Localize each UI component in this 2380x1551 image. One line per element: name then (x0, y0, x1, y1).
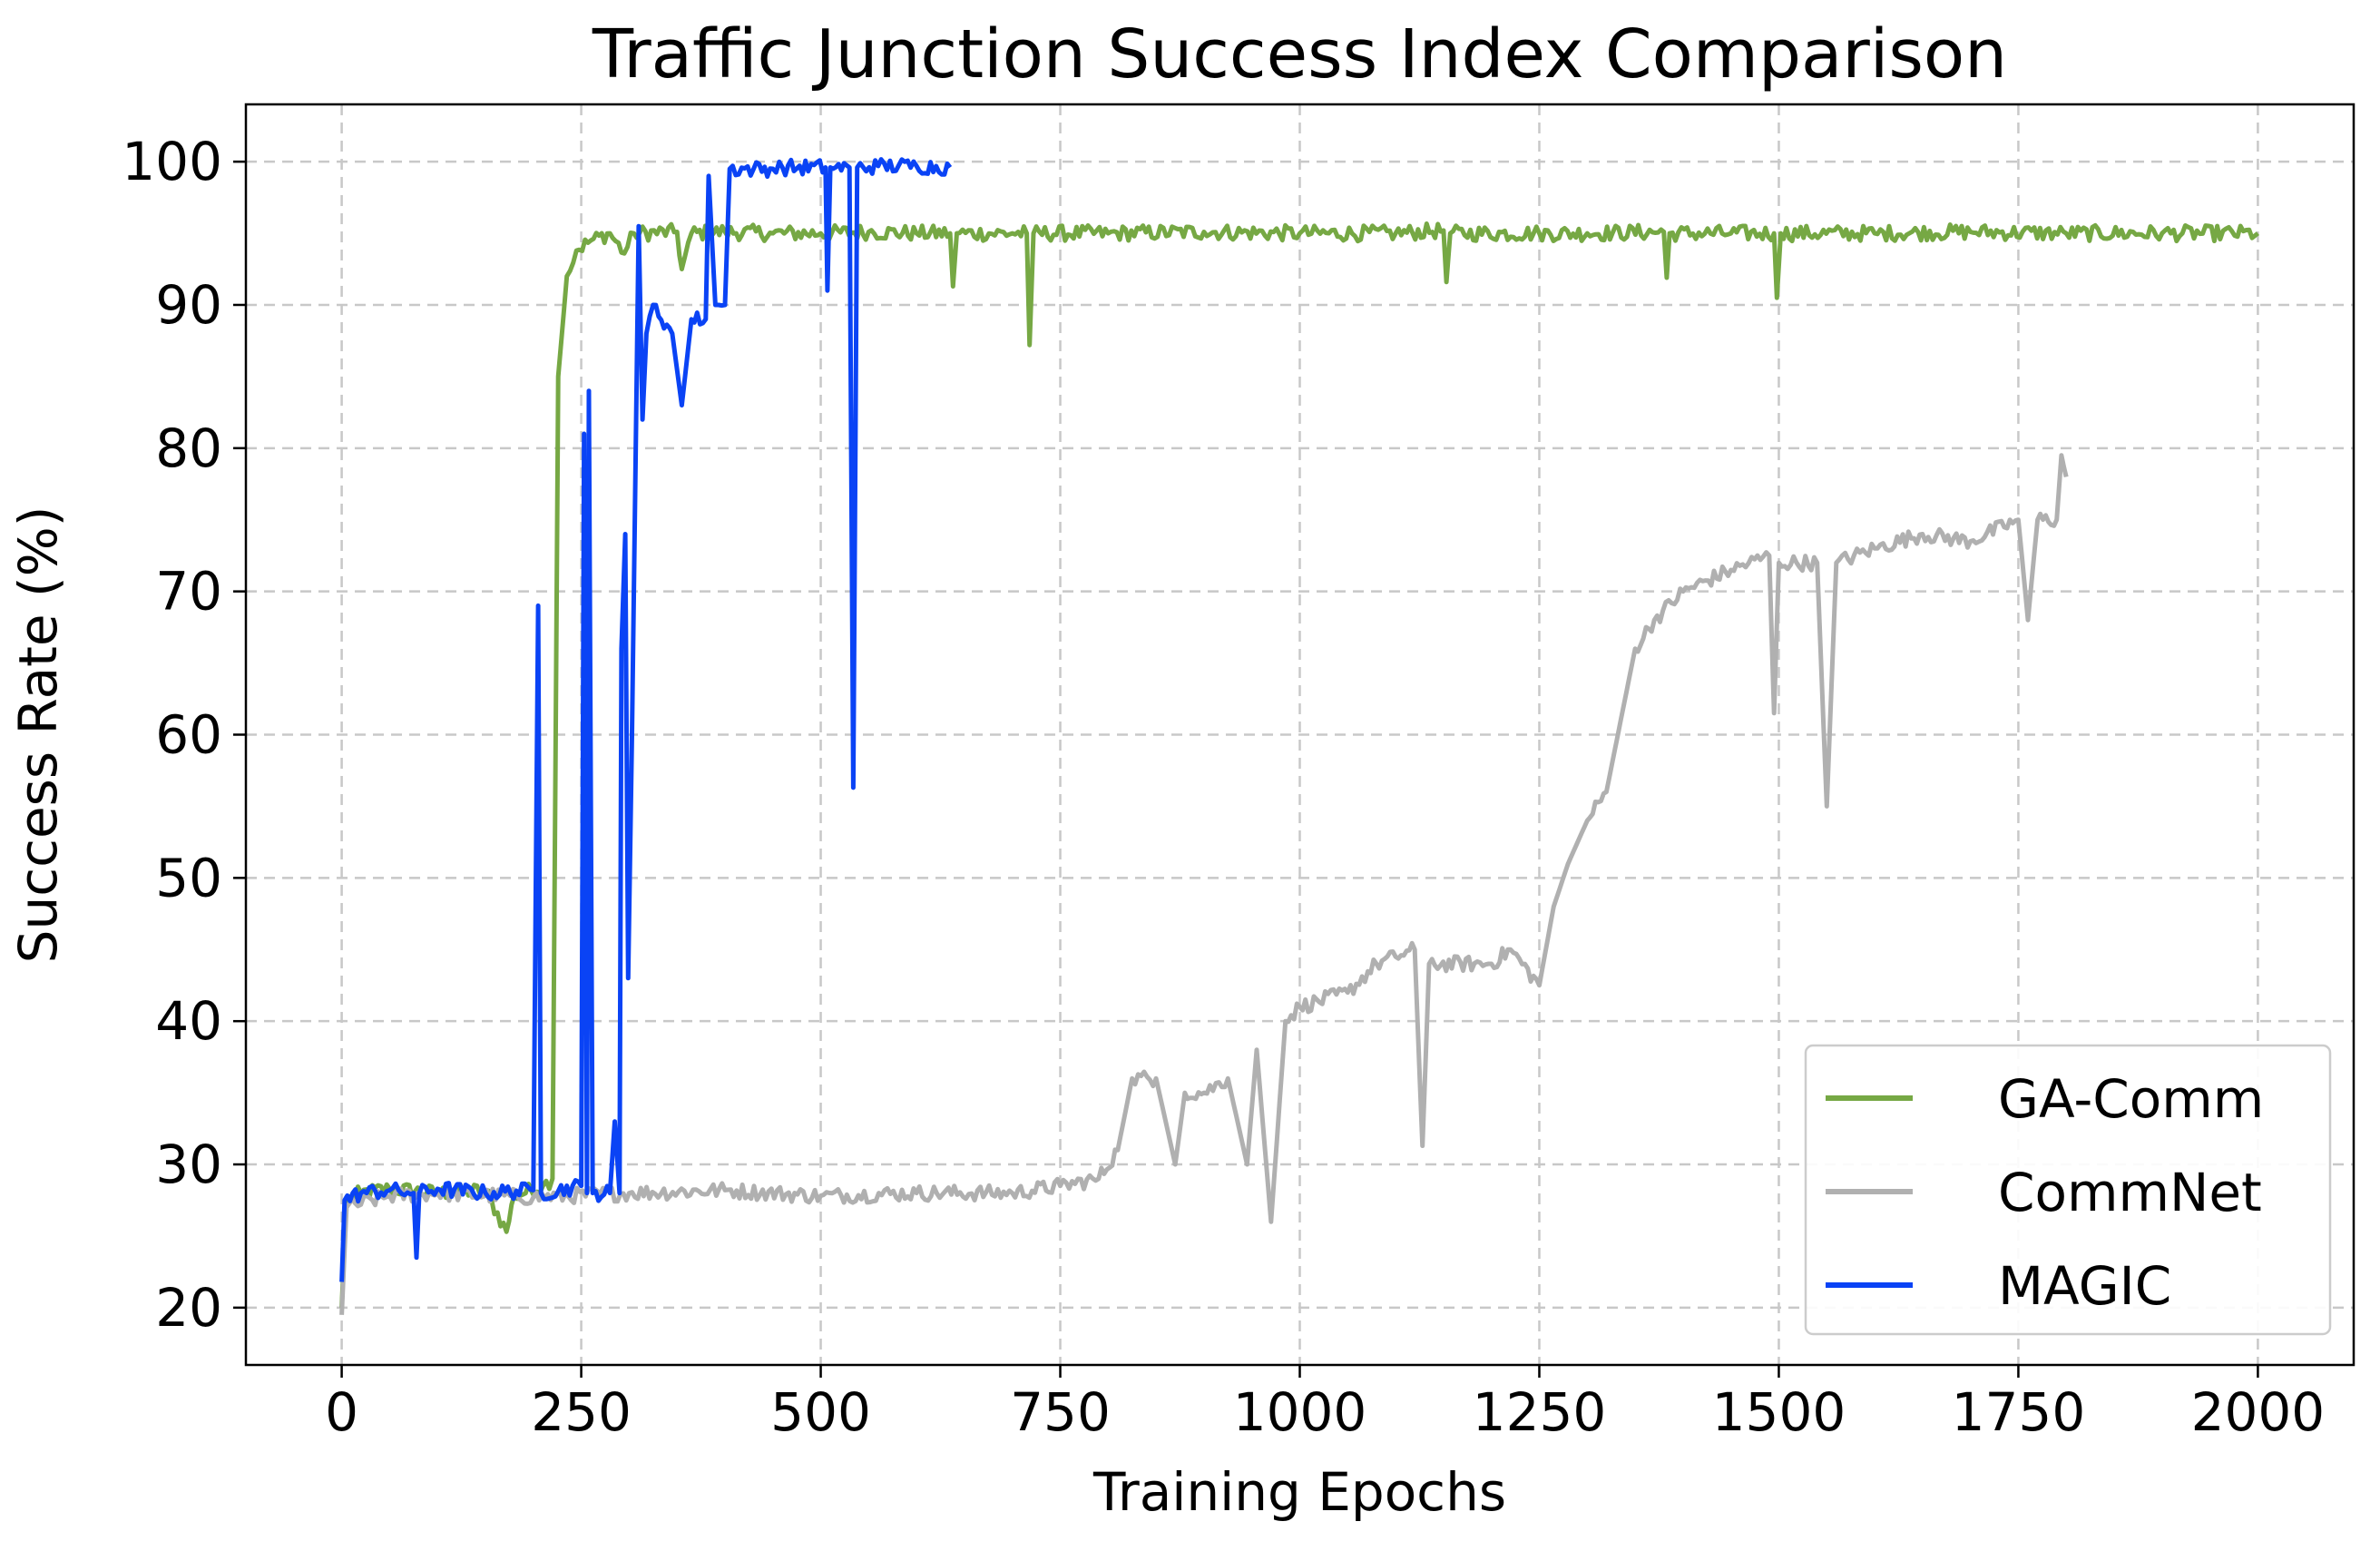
legend-label-magic: MAGIC (1998, 1255, 2171, 1317)
y-tick-label-8: 100 (122, 131, 222, 192)
y-tick-label-1: 30 (155, 1134, 222, 1195)
x-tick-label-1: 250 (531, 1381, 632, 1443)
x-tick-label-8: 2000 (2191, 1381, 2326, 1443)
x-tick-label-5: 1250 (1473, 1381, 1607, 1443)
legend-box (1804, 1044, 2332, 1336)
y-tick-label-5: 70 (155, 561, 222, 623)
grid (246, 104, 2354, 1365)
x-tick-label-7: 1750 (1952, 1381, 2086, 1443)
x-axis-label: Training Epochs (1092, 1461, 1506, 1523)
x-tick-label-0: 0 (325, 1381, 358, 1443)
y-tick-label-4: 60 (155, 704, 222, 766)
series-lines (339, 157, 2259, 1315)
y-tick-label-0: 20 (155, 1277, 222, 1339)
series-line-magic (339, 157, 953, 1282)
x-tick-label-6: 1500 (1712, 1381, 1846, 1443)
axis-ticks: 0 250 500 750 1000 1250 1500 1750 2000 20 30 40 50 60… (122, 131, 2325, 1443)
x-tick-label-4: 1000 (1233, 1381, 1367, 1443)
legend-label-ga-comm: GA-Comm (1998, 1068, 2264, 1130)
y-tick-label-7: 90 (155, 274, 222, 336)
series-line-commnet (339, 453, 2069, 1315)
chart-title: Traffic Junction Success Index Compariso… (592, 15, 2007, 93)
legend: GA-Comm CommNet MAGIC (1804, 1044, 2332, 1336)
x-tick-label-3: 750 (1010, 1381, 1111, 1443)
legend-label-commnet: CommNet (1998, 1162, 2262, 1223)
y-tick-label-2: 40 (155, 990, 222, 1052)
y-tick-label-6: 80 (155, 417, 222, 479)
x-tick-label-2: 500 (770, 1381, 871, 1443)
y-axis-label: Success Rate (%) (7, 506, 69, 964)
series-line-ga-comm (339, 221, 2259, 1309)
y-tick-label-3: 50 (155, 847, 222, 908)
